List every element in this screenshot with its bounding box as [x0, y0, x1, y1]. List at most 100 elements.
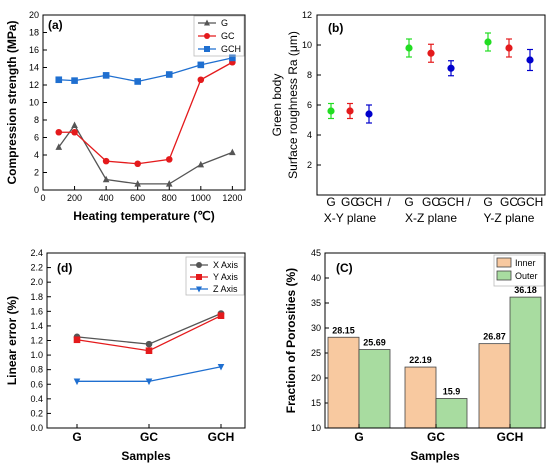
panel-b-sample-label: G	[326, 195, 335, 209]
panel-c-legend-swatch	[496, 257, 512, 268]
panel-a-label: (a)	[48, 18, 63, 32]
panel-d-point	[73, 378, 81, 386]
panel-d-ytick-label: 0.2	[30, 408, 43, 418]
panel-d-point	[217, 363, 225, 371]
panel-b-point	[327, 107, 335, 115]
panel-c-bar	[509, 296, 542, 429]
panel-c-xlabel: Samples	[410, 449, 460, 463]
panel-a-ytick-label: 6	[34, 133, 39, 143]
panel-d-series-line	[76, 312, 222, 345]
panel-a-point	[229, 54, 236, 62]
panel-a-point	[55, 128, 63, 136]
panel-a-ytick-label: 20	[29, 10, 39, 20]
panel-d-ytick-label: 0.4	[30, 394, 43, 404]
panel-d-xlabel: Samples	[121, 449, 171, 463]
panel-b-sample-label: GC	[341, 195, 359, 209]
panel-b-point	[447, 64, 455, 72]
panel-c-bar	[435, 398, 468, 429]
panel-d-ytick-label: 1.8	[30, 292, 43, 302]
panel-b-sample-label: G	[404, 195, 413, 209]
panel-b-group-label: X-Y plane	[324, 211, 377, 225]
panel-a-point	[197, 61, 205, 69]
panel-a-xtick-label: 0	[40, 193, 45, 203]
panel-d-ytick-label: 2.4	[30, 248, 43, 258]
panel-c-ylabel: Fraction of Porosities (%)	[284, 268, 298, 413]
panel-d-legend-label: Z Axis	[213, 284, 238, 294]
panel-d-xtick-label: G	[72, 430, 81, 444]
panel-d-label: (d)	[57, 261, 72, 275]
panel-b-point	[427, 49, 435, 57]
panel-a-legend-marker	[204, 19, 210, 26]
panel-b-group-label: X-Z plane	[405, 211, 457, 225]
panel-b-point	[526, 56, 534, 64]
panel-b-ytick-label: 4	[307, 130, 312, 140]
panel-b-separator: /	[467, 195, 471, 209]
panel-b-ytick-label: 2	[307, 160, 312, 170]
panel-c-legend-label: Inner	[515, 258, 536, 268]
panel-a-xtick-label: 600	[130, 193, 145, 203]
panel-a-point	[134, 160, 141, 168]
panel-c-bar	[327, 336, 360, 429]
panel-d-legend-box	[185, 256, 245, 296]
panel-b-label: (b)	[328, 21, 343, 35]
panel-c-bar	[404, 366, 437, 429]
panel-d-ytick-label: 1.4	[30, 321, 43, 331]
panel-a-legend-marker	[204, 33, 210, 39]
panel-d-ytick-label: 0.0	[30, 423, 43, 433]
panel-a-point	[102, 157, 110, 165]
panel-a-ytick-label: 0	[34, 185, 39, 195]
panel-d-point	[145, 347, 153, 355]
panel-d-point	[73, 336, 81, 344]
panel-b-ylabel-line1: Green body	[270, 74, 284, 137]
panel-a-legend-label: G	[221, 18, 228, 28]
panel-a-series-line	[58, 57, 233, 83]
panel-d-legend-marker	[196, 262, 202, 268]
panel-a-ytick-label: 18	[29, 28, 39, 38]
panel-b-frame	[316, 14, 546, 196]
panel-a-legend-label: GCH	[221, 44, 241, 54]
panel-c-legend-swatch	[496, 270, 512, 281]
panel-b-ytick-label: 8	[307, 70, 312, 80]
panel-c-bar-label: 28.15	[332, 325, 355, 335]
panel-c-bar-label: 36.18	[514, 285, 537, 295]
panel-a-ylabel: Compression strength (MPa)	[5, 20, 19, 184]
panel-c-xtick-label: GC	[427, 430, 445, 444]
panel-c-ytick-label: 40	[311, 273, 321, 283]
panel-a-xtick-label: 1200	[222, 193, 242, 203]
panel-a-point	[134, 180, 141, 187]
panel-a-point	[134, 78, 141, 85]
panel-b-sample-label: GCH	[438, 195, 465, 209]
panel-a-ytick-label: 4	[34, 150, 39, 160]
panel-a-xtick-label: 400	[99, 193, 114, 203]
panel-a-point	[165, 71, 173, 78]
panel-d-xtick-label: GCH	[208, 430, 235, 444]
panel-d-point	[217, 312, 225, 320]
panel-c-xtick-label: GCH	[497, 430, 524, 444]
panel-c-ytick-label: 10	[311, 423, 321, 433]
panel-b-ytick-label: 12	[302, 10, 312, 20]
panel-d-ytick-label: 2.0	[30, 277, 43, 287]
panel-b-point	[346, 107, 354, 115]
panel-d-ylabel: Linear error (%)	[5, 296, 19, 385]
panel-a-ytick-label: 10	[29, 98, 39, 108]
panel-c-ytick-label: 25	[311, 348, 321, 358]
panel-b-ytick-label: 10	[302, 40, 312, 50]
panel-a-ytick-label: 12	[29, 80, 39, 90]
panel-c-bar	[478, 343, 511, 429]
panel-b-group-label: Y-Z plane	[484, 211, 535, 225]
panel-c-bar-label: 26.87	[483, 332, 506, 342]
panel-b-sample-label: GC	[422, 195, 440, 209]
panel-a-legend-label: GC	[221, 31, 235, 41]
panel-a-point	[229, 148, 236, 156]
panel-b-separator: /	[387, 195, 391, 209]
panel-b-ylabel-line2: Surface roughness Ra (μm)	[286, 31, 300, 179]
panel-c-label: (C)	[336, 261, 353, 275]
panel-a-point	[197, 160, 205, 168]
panel-a-point	[55, 76, 63, 84]
panel-a-ytick-label: 14	[29, 63, 39, 73]
panel-a-point	[165, 180, 173, 187]
panel-d-legend-marker	[196, 286, 202, 293]
panel-c-ytick-label: 15	[311, 398, 321, 408]
panel-a-frame	[42, 14, 246, 191]
